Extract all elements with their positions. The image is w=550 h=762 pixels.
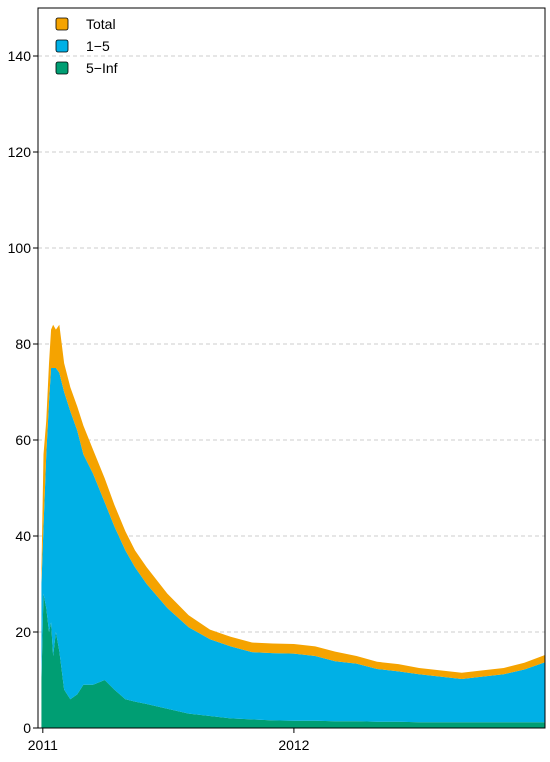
y-tick-label-80: 80 (15, 336, 31, 352)
legend-label-1-5: 1−5 (86, 38, 110, 54)
area-series (41, 324, 545, 728)
area-5-inf (41, 593, 545, 728)
y-tick-label-0: 0 (23, 720, 31, 736)
legend: Total 1−5 5−Inf (55, 16, 118, 76)
y-tick-label-20: 20 (15, 624, 31, 640)
y-tick-label-40: 40 (15, 528, 31, 544)
legend-swatch-1-5 (55, 39, 69, 53)
legend-label-5-inf: Total (86, 16, 116, 32)
plot-frame (37, 7, 546, 729)
axes: 0 20 40 60 80 100 120 140 2011 2012 (8, 7, 546, 753)
y-tick-label-120: 120 (8, 144, 32, 160)
legend-label-total: 5−Inf (86, 60, 118, 76)
y-tick-label-140: 140 (8, 48, 32, 64)
y-tick-label-60: 60 (15, 432, 31, 448)
y-tick-label-100: 100 (8, 240, 32, 256)
x-tick-label-2012: 2012 (278, 737, 309, 753)
area-1-5 (41, 368, 545, 723)
legend-swatch-5-inf (55, 17, 69, 31)
x-tick-label-2011: 2011 (28, 737, 58, 753)
legend-swatch-total (55, 61, 69, 75)
